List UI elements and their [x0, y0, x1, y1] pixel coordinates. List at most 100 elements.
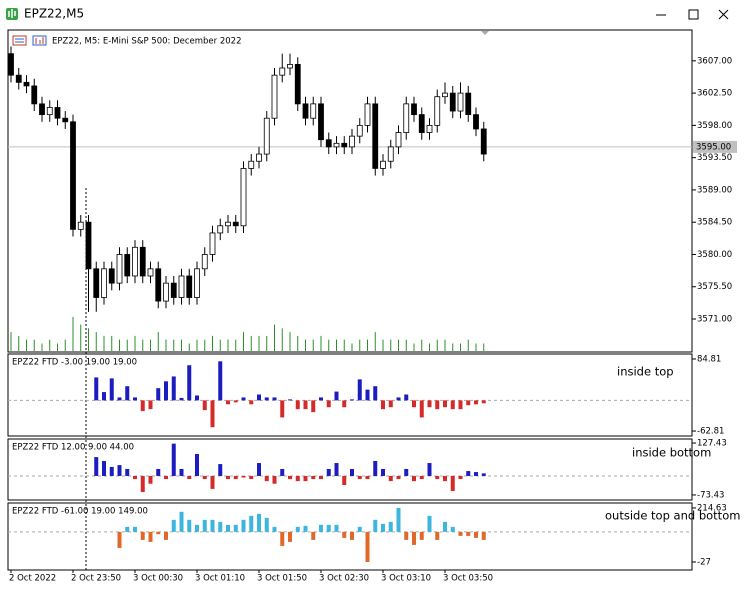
histogram-bar	[326, 524, 331, 532]
candle-body	[70, 121, 76, 230]
histogram-bar	[195, 524, 199, 532]
histogram-bar	[342, 400, 347, 408]
histogram-bar	[133, 397, 137, 401]
histogram-bar	[102, 392, 106, 401]
histogram-bar	[373, 519, 378, 532]
histogram-bar	[187, 519, 192, 532]
histogram-bar	[156, 531, 161, 535]
indicator-label: EPZ22 FTD -61.00 19.00 149.00	[12, 507, 148, 517]
histogram-bar	[303, 400, 308, 410]
histogram-bar	[249, 475, 254, 480]
candle-body	[356, 124, 363, 137]
y-tick-label: -62.81	[697, 427, 724, 437]
candle-body	[287, 64, 293, 69]
annotation: inside top	[617, 365, 674, 379]
shift-marker	[481, 31, 489, 35]
candle-body	[364, 103, 371, 126]
y-tick-label: -73.43	[697, 490, 724, 500]
candle-body	[31, 85, 38, 105]
histogram-bar	[94, 377, 99, 401]
candle-body	[108, 268, 115, 284]
histogram-bar	[396, 397, 401, 401]
histogram-bar	[117, 531, 122, 548]
histogram-bar	[187, 365, 192, 401]
candle-body	[279, 67, 286, 76]
candle-body	[232, 221, 239, 227]
x-tick-label: 3 Oct 01:50	[257, 574, 307, 584]
histogram-bar	[357, 475, 362, 480]
candle-body	[310, 103, 317, 119]
candle-body	[248, 160, 255, 169]
y-tick-label: 3589.00	[697, 185, 732, 195]
histogram-bar	[109, 378, 114, 401]
histogram-bar	[350, 531, 354, 540]
indicator-label: EPZ22 FTD -3.00 19.00 19.00	[12, 358, 137, 368]
histogram-bar	[466, 471, 471, 476]
close-button[interactable]	[718, 9, 729, 20]
histogram-bar	[218, 361, 223, 401]
annotation: inside bottom	[632, 446, 711, 460]
histogram-bar	[381, 400, 385, 410]
histogram-bar	[334, 463, 339, 476]
histogram-bar	[342, 531, 347, 538]
maximize-button[interactable]	[688, 9, 699, 20]
y-tick-label: 3584.50	[697, 218, 732, 228]
histogram-bar	[435, 475, 440, 480]
histogram-bar	[288, 531, 292, 542]
histogram-bar	[187, 475, 192, 480]
histogram-bar	[450, 475, 455, 491]
title-bar	[0, 0, 750, 28]
histogram-bar	[280, 400, 285, 418]
candle-body	[442, 92, 448, 98]
histogram-bar	[458, 400, 463, 410]
histogram-bar	[233, 475, 238, 480]
histogram-bar	[117, 465, 122, 476]
histogram-bar	[357, 526, 362, 532]
histogram-bar	[164, 531, 168, 540]
histogram-bar	[466, 531, 471, 536]
candle-body	[411, 103, 417, 116]
candle-body	[8, 53, 14, 76]
histogram-bar	[257, 513, 261, 532]
histogram-bar	[148, 475, 153, 484]
histogram-bar	[140, 400, 145, 412]
histogram-bar	[427, 515, 432, 532]
y-tick-label: 3580.00	[697, 250, 732, 260]
candle-body	[418, 114, 425, 133]
candle-body	[85, 221, 92, 270]
candle-body	[23, 81, 30, 87]
y-tick-label: 3575.50	[697, 282, 732, 292]
histogram-bar	[319, 397, 323, 401]
histogram-bar	[419, 531, 424, 540]
histogram-bar	[133, 475, 137, 480]
histogram-bar	[264, 475, 269, 482]
histogram-bar	[427, 463, 432, 476]
histogram-bar	[334, 524, 339, 532]
histogram-bar	[288, 475, 292, 480]
histogram-bar	[450, 526, 455, 532]
histogram-bar	[272, 397, 277, 401]
histogram-bar	[125, 386, 130, 401]
candle-body	[403, 103, 410, 133]
indicator-panel	[7, 438, 693, 501]
histogram-bar	[396, 475, 401, 480]
histogram-bar	[303, 525, 308, 532]
histogram-bar	[458, 531, 463, 536]
x-tick-label: 3 Oct 00:30	[133, 574, 183, 584]
candle-body	[54, 107, 61, 119]
histogram-bar	[164, 381, 168, 401]
histogram-bar	[241, 475, 246, 478]
candle-body	[294, 64, 301, 105]
candle-body	[457, 92, 464, 112]
histogram-bar	[404, 531, 409, 540]
histogram-bar	[474, 400, 478, 405]
histogram-bar	[195, 395, 199, 401]
app-icon	[6, 8, 18, 20]
histogram-bar	[365, 475, 370, 480]
histogram-bar	[365, 389, 370, 401]
histogram-bar	[319, 475, 323, 480]
candle-body	[325, 139, 332, 148]
histogram-bar	[419, 475, 424, 480]
candle-body	[426, 124, 433, 133]
